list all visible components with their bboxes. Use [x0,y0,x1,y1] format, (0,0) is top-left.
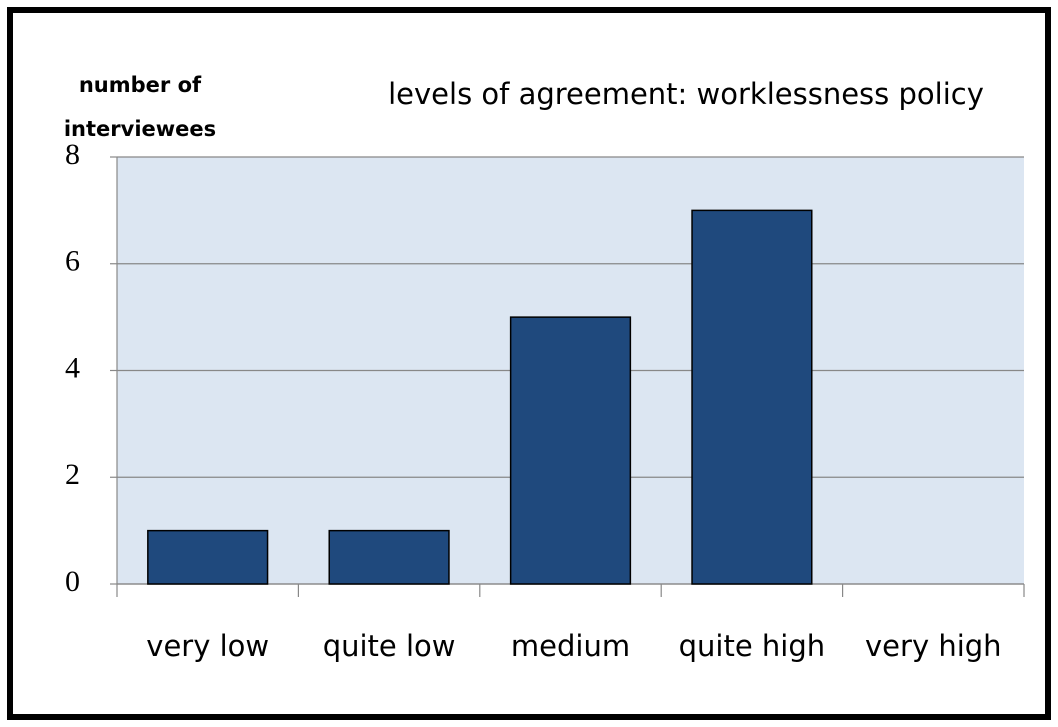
y-tick-label: 0 [65,565,80,598]
x-tick-label: very low [146,629,269,663]
bar [147,529,269,585]
bar [691,209,813,585]
x-tick-label: quite high [679,629,826,663]
bar [328,529,450,585]
x-tick-label: very high [865,629,1002,663]
y-tick-label: 2 [65,458,80,491]
chart-title: levels of agreement: worklessness policy [388,77,984,111]
bar [509,316,632,585]
y-axis-label: number of [79,73,202,97]
x-tick-label: quite low [323,629,456,663]
x-tick-label: medium [511,629,630,663]
y-tick-label: 4 [65,351,80,384]
y-tick-label: 6 [65,245,80,278]
y-tick-label: 8 [65,138,80,171]
y-axis-label: interviewees [64,117,216,141]
